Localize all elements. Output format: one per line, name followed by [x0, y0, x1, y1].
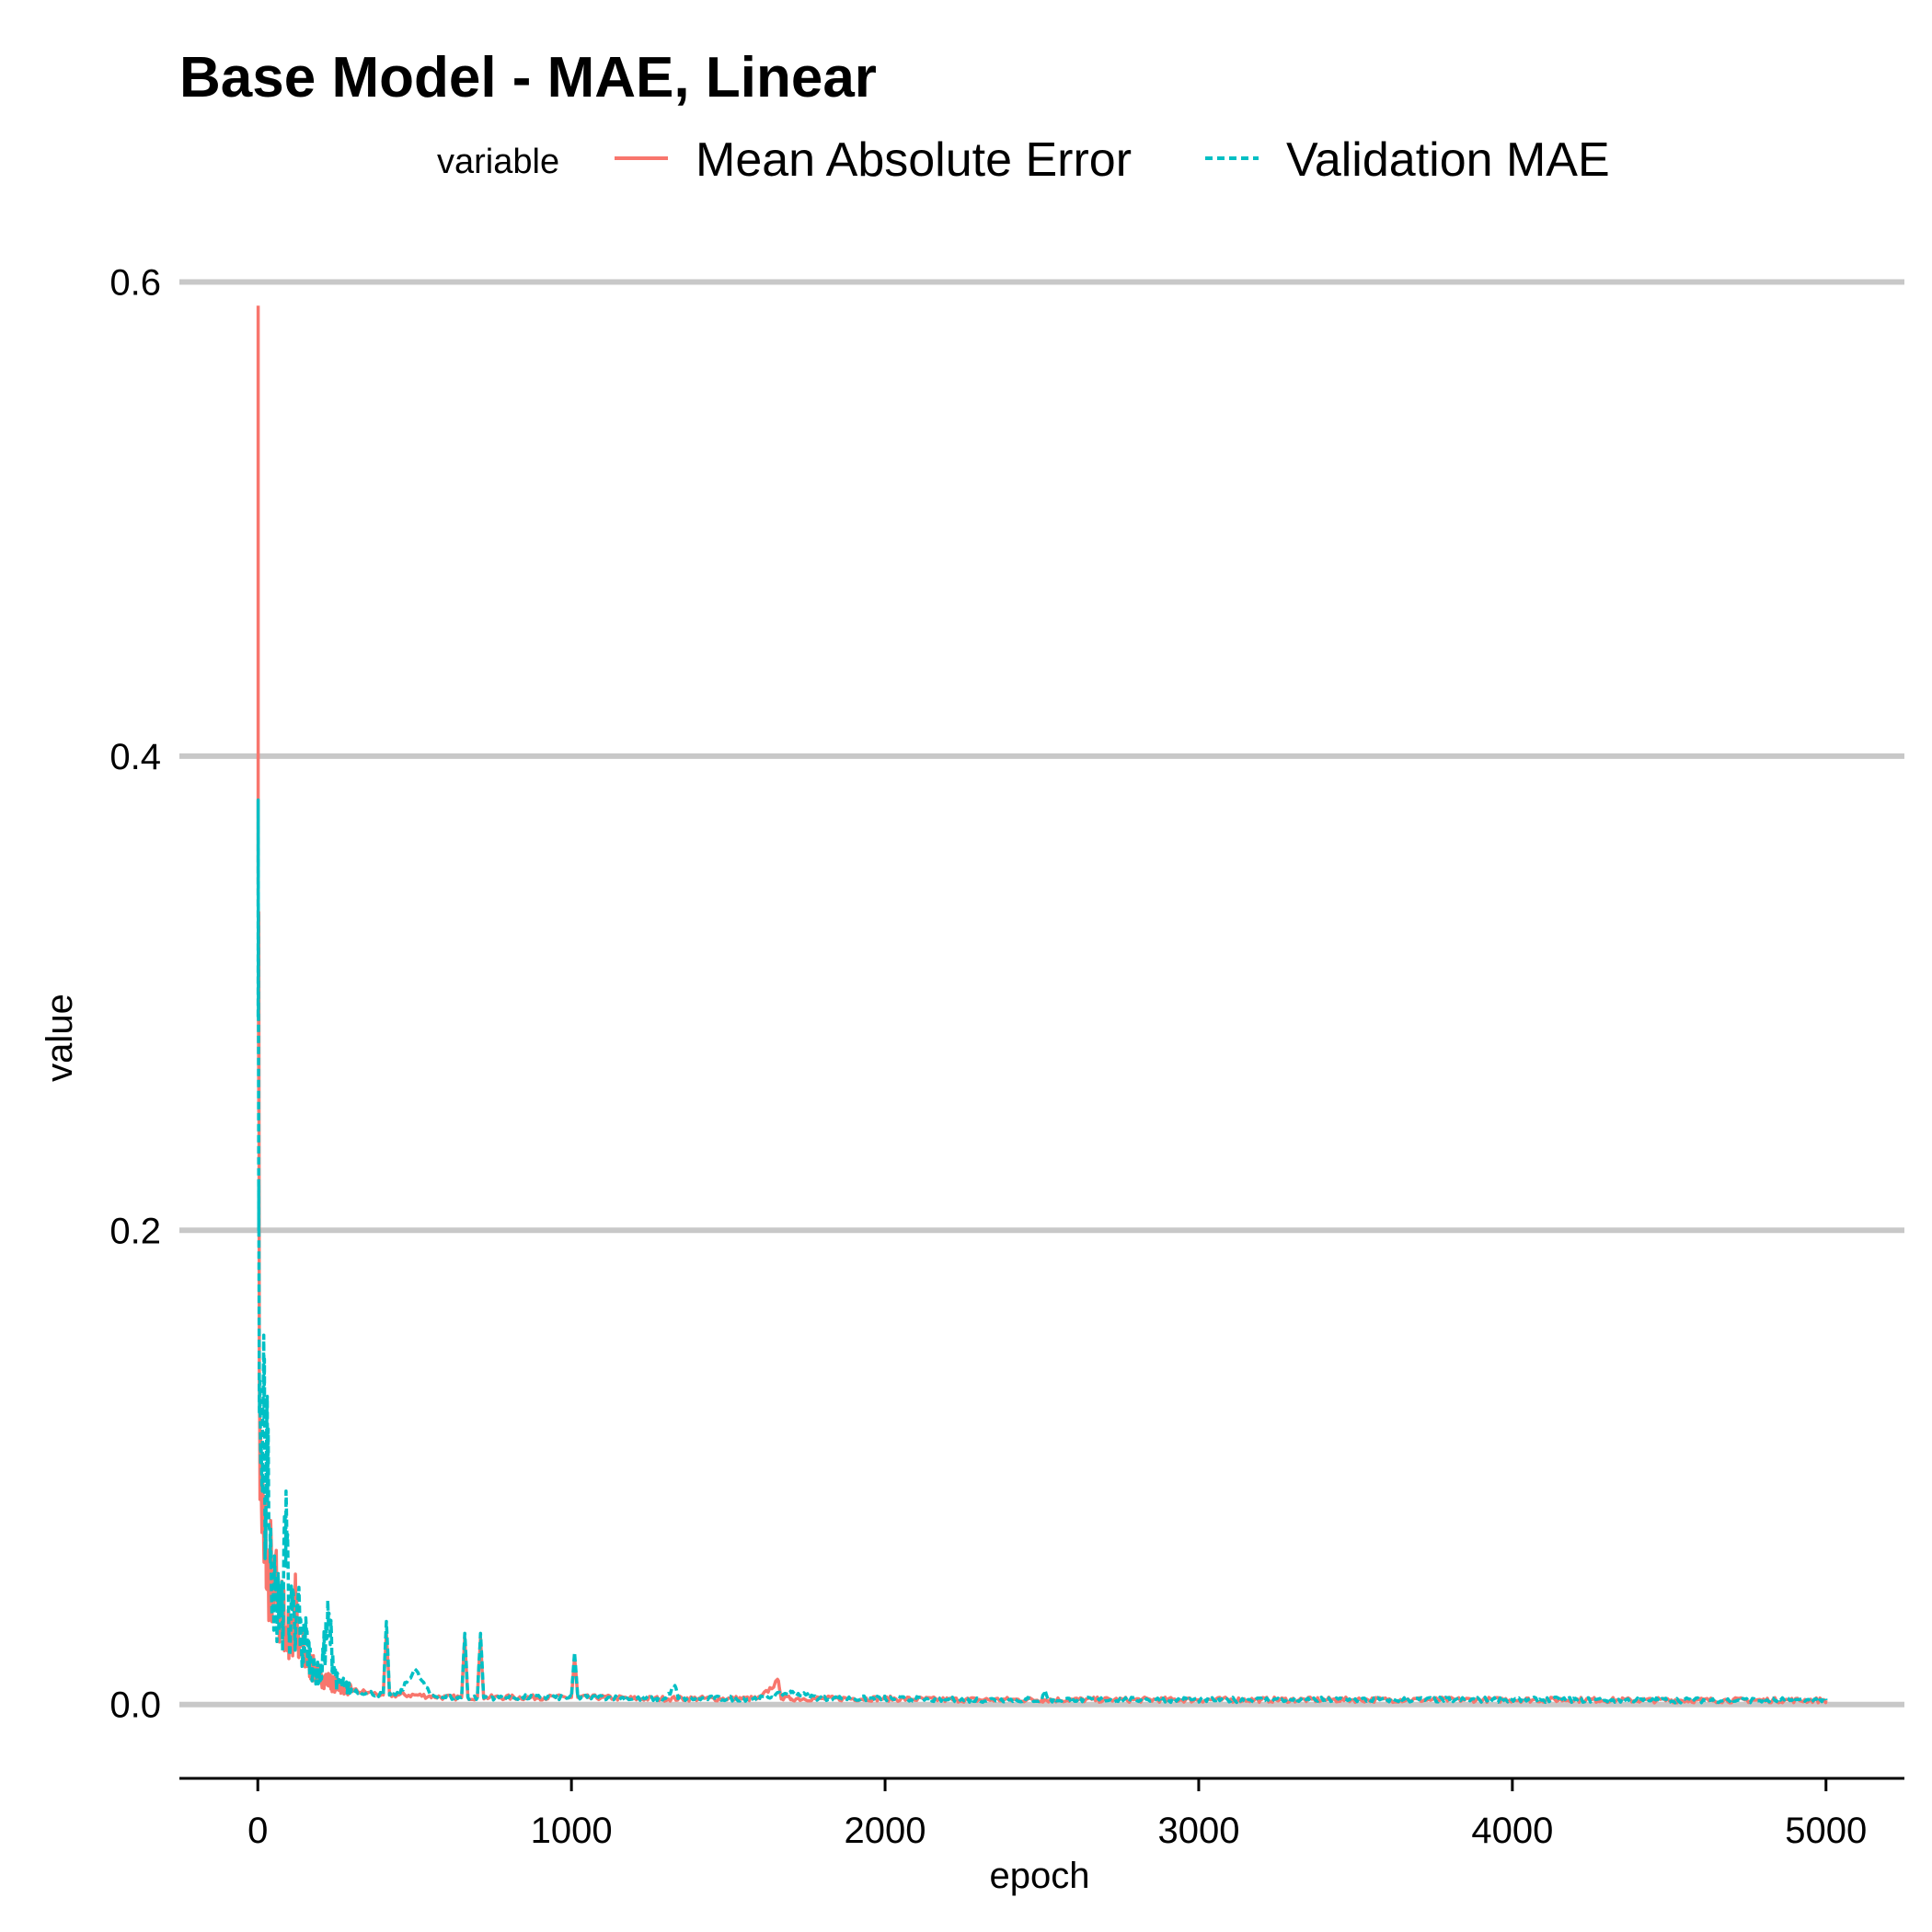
legend: variable Mean Absolute Error Validation M… [437, 133, 1610, 187]
y-axis-label: value [40, 994, 80, 1082]
legend-label: Validation MAE [1286, 133, 1610, 187]
legend-title: variable [437, 143, 559, 181]
x-tick-label: 4000 [1471, 1811, 1553, 1851]
legend-label: Mean Absolute Error [696, 133, 1132, 187]
chart-title: Base Model - MAE, Linear [179, 46, 877, 109]
y-tick-label: 0.6 [109, 263, 161, 304]
y-tick-label: 0.0 [109, 1685, 161, 1726]
x-axis-label: epoch [990, 1856, 1090, 1896]
y-tick-label: 0.4 [109, 737, 161, 777]
series-line-validation-mae [256, 798, 1828, 1705]
series-layer [256, 305, 1828, 1705]
y-tick-label: 0.2 [109, 1211, 161, 1251]
x-tick-label: 0 [247, 1811, 268, 1851]
x-tick-label: 1000 [531, 1811, 613, 1851]
grid-lines [179, 279, 1904, 1708]
series-line-mean-absolute-error [256, 305, 1828, 1705]
x-tick-label: 2000 [845, 1811, 926, 1851]
x-tick-label: 3000 [1157, 1811, 1239, 1851]
x-tick-label: 5000 [1785, 1811, 1867, 1851]
axes: 0.0 0.2 0.4 0.6 0 1000 2000 3000 4000 5000 [109, 263, 1904, 1851]
